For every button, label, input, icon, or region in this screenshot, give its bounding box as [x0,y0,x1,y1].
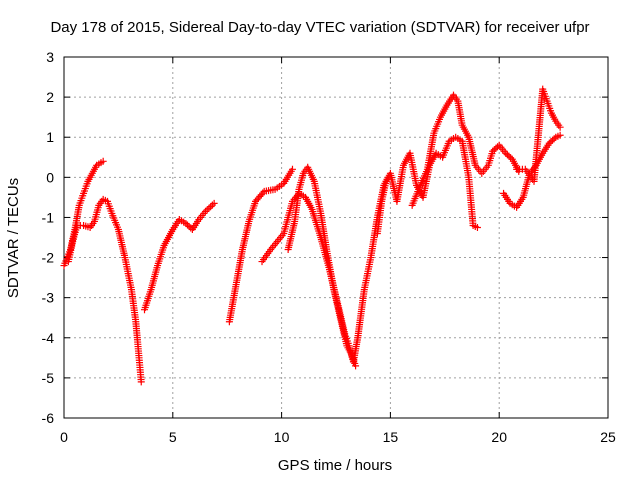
x-tick-label: 20 [491,429,507,445]
data-point [507,154,515,162]
y-tick-label: -2 [42,250,55,266]
data-point [545,139,553,147]
data-point [183,221,191,229]
x-tick-label: 0 [60,429,68,445]
marks-layer [60,85,564,386]
y-tick-label: 1 [46,129,54,145]
y-tick-label: -1 [42,209,55,225]
data-point [549,136,557,144]
x-tick-label: 10 [274,429,290,445]
y-axis-label: SDTVAR / TECUs [5,178,22,298]
data-point [547,138,555,146]
x-tick-label: 25 [600,429,616,445]
data-point [492,144,500,152]
y-tick-label: -5 [42,370,55,386]
y-tick-label: 3 [46,49,54,65]
chart-title: Day 178 of 2015, Sidereal Day-to-day VTE… [50,19,589,36]
data-point [99,157,107,165]
data-point [489,147,497,155]
data-point [473,223,481,231]
data-point [210,199,218,207]
data-point [288,165,296,173]
data-point [505,152,513,160]
data-point [556,123,564,131]
y-tick-label: 2 [46,89,54,105]
plot-frame [63,56,609,419]
axes-layer: 0 5 10 15 20 25 -6 -5 -4 -3 -2 -1 0 1 2 3 [42,49,616,445]
x-tick-label: 15 [383,429,399,445]
data-point [182,219,190,227]
data-point [352,362,360,370]
y-tick-label: -3 [42,290,55,306]
y-tick-label: -6 [42,410,55,426]
data-point [550,135,558,143]
data-point [490,146,498,154]
data-point [556,131,564,139]
x-tick-label: 5 [169,429,177,445]
y-tick-label: 0 [46,169,54,185]
data-point [185,222,193,230]
data-point [137,378,145,386]
data-point [503,151,511,159]
data-point [259,189,267,197]
data-point [502,149,510,157]
y-tick-label: -4 [42,330,55,346]
x-axis-label: GPS time / hours [278,457,392,474]
